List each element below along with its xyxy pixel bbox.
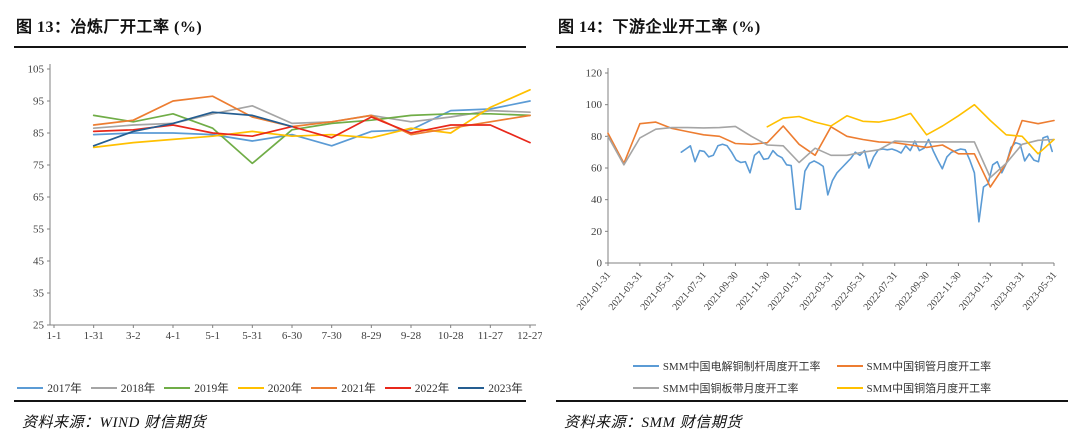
figure-13: 图 13：冶炼厂开工率 (%) 25 35 45 55 65 75 85 95 105 1-1 1-… — [14, 0, 542, 442]
x-tick-label: 5-1 — [205, 330, 220, 342]
legend-line-swatch — [237, 386, 264, 390]
x-tick-label: 8-29 — [361, 330, 382, 342]
y-tick-label: 80 — [591, 131, 603, 143]
legend-line-swatch — [632, 364, 659, 368]
legend-label: SMM中国铜管月度开工率 — [866, 361, 992, 373]
x-tick-label: 10-28 — [438, 330, 464, 342]
y-tick-label: 0 — [597, 258, 603, 270]
legend-label: 2020年 — [267, 383, 303, 395]
series-line-2022年 — [92, 116, 531, 144]
y-tick-label: 60 — [591, 163, 603, 175]
source-text: 资料来源：WIND 财信期货 — [22, 415, 207, 431]
y-tick-label: 95 — [33, 96, 45, 108]
legend-label: SMM中国铜箔月度开工率 — [866, 383, 992, 395]
legend-label: 2022年 — [414, 383, 450, 395]
legend-line-swatch — [632, 386, 659, 390]
x-tick-label: 1-1 — [47, 330, 62, 342]
x-tick-label: 4-1 — [166, 330, 181, 342]
series-line-2017年 — [92, 100, 531, 147]
legend-label: 2023年 — [488, 383, 523, 395]
figure-14-legend: SMM中国电解铜制杆周度开工率 SMM中国铜管月度开工率 SMM中国铜板带月度开工率… — [556, 358, 1068, 400]
x-tick-label: 9-28 — [401, 330, 422, 342]
series-line-2023年 — [92, 111, 293, 147]
legend-item: 2019年 — [164, 380, 229, 396]
smelter-operating-rate-chart: 25 35 45 55 65 75 85 95 105 1-1 1-31 3-2 4-1 5-1 5-31 6… — [28, 64, 543, 343]
legend-item: 2018年 — [90, 380, 156, 396]
x-tick-label: 3-2 — [126, 330, 141, 342]
figure-13-top-rule — [14, 46, 526, 48]
legend-line-swatch — [836, 364, 863, 368]
legend-line-swatch — [90, 386, 117, 390]
legend-item: SMM中国铜管月度开工率 — [836, 358, 992, 374]
series-line-SMM中国铜箔月度开工率 — [766, 103, 1055, 155]
y-tick-label: 40 — [591, 194, 603, 206]
x-tick-label: 12-27 — [517, 330, 542, 342]
legend-item: 2017年 — [17, 380, 82, 396]
y-tick-label: 75 — [33, 160, 45, 172]
source-text: 资料来源：SMM 财信期货 — [564, 415, 742, 431]
series-line-SMM中国铜管月度开工率 — [607, 119, 1055, 188]
x-tick-label: 7-30 — [322, 330, 343, 342]
legend-line-swatch — [311, 386, 338, 390]
y-tick-label: 65 — [33, 192, 45, 204]
figure-14-source: 资料来源：SMM 财信期货 — [556, 400, 1068, 442]
downstream-operating-rate-chart: 0204060801001202021-01-312021-03-312021-… — [575, 68, 1059, 313]
legend-item: 2022年 — [384, 380, 450, 396]
legend-label: SMM中国电解铜制杆周度开工率 — [662, 361, 821, 373]
legend-line-swatch — [458, 386, 485, 390]
legend-item: SMM中国电解铜制杆周度开工率 — [632, 358, 821, 374]
figure-13-legend: 2017年 2018年 2019年 2020年 2021年 2022年 2023年 — [14, 380, 526, 400]
y-tick-label: 100 — [586, 99, 603, 111]
legend-label: 2019年 — [194, 383, 229, 395]
series-line-2019年 — [92, 112, 531, 165]
series-line-SMM中国电解铜制杆周度开工率 — [680, 135, 1053, 223]
legend-line-swatch — [384, 386, 411, 390]
y-tick-label: 85 — [33, 128, 45, 140]
figure-13-title: 图 13：冶炼厂开工率 (%) — [16, 19, 203, 36]
series-line-2018年 — [92, 104, 531, 130]
y-tick-label: 25 — [33, 320, 45, 332]
y-tick-label: 35 — [33, 288, 45, 300]
legend-label: 2018年 — [120, 383, 156, 395]
legend-item: 2020年 — [237, 380, 303, 396]
y-tick-label: 120 — [586, 68, 603, 80]
series-line-2020年 — [92, 88, 531, 149]
legend-label: 2021年 — [341, 383, 376, 395]
legend-item: SMM中国铜板带月度开工率 — [632, 380, 821, 396]
figure-13-source: 资料来源：WIND 财信期货 — [14, 400, 526, 442]
x-tick-label: 11-27 — [478, 330, 504, 342]
figure-13-chart-area: 25 35 45 55 65 75 85 95 105 1-1 1-31 3-2 4-1 5-1 5-31 6… — [14, 48, 542, 400]
legend-item: 2021年 — [311, 380, 376, 396]
y-tick-label: 45 — [33, 256, 45, 268]
legend-line-swatch — [164, 386, 191, 390]
series-line-SMM中国铜板带月度开工率 — [607, 125, 1055, 179]
x-tick-label: 6-30 — [282, 330, 303, 342]
legend-label: 2017年 — [47, 383, 82, 395]
legend-item: SMM中国铜箔月度开工率 — [836, 380, 992, 396]
y-tick-label: 55 — [33, 224, 45, 236]
y-tick-label: 20 — [591, 226, 603, 238]
legend-label: SMM中国铜板带月度开工率 — [662, 383, 799, 395]
legend-line-swatch — [836, 386, 863, 390]
x-tick-label: 5-31 — [242, 330, 262, 342]
x-tick-label: 1-31 — [84, 330, 104, 342]
figure-14-top-rule — [556, 46, 1068, 48]
legend-item: 2023年 — [458, 380, 523, 396]
legend-line-swatch — [17, 386, 44, 390]
figure-14-title: 图 14：下游企业开工率 (%) — [558, 19, 761, 36]
series-line-2021年 — [92, 95, 531, 136]
figure-14-chart-area: 0 20 40 60 80 100 120 2021-01-31 2021-03-31 2021-… — [556, 48, 1068, 400]
y-tick-label: 105 — [28, 64, 45, 76]
figure-14: 图 14：下游企业开工率 (%) 0 20 40 60 80 100 120 2021-01-… — [556, 0, 1068, 442]
